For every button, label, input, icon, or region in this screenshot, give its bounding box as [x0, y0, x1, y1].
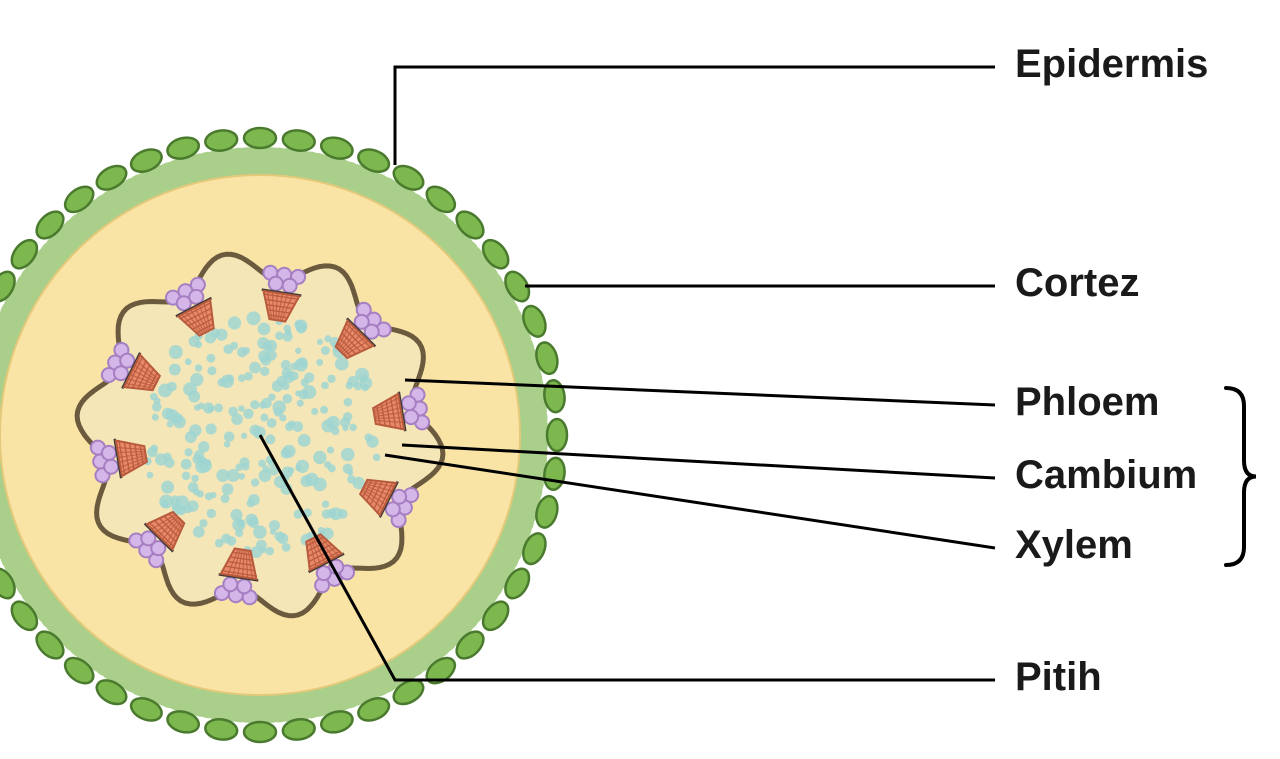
label-phloem: Phloem	[1015, 380, 1159, 425]
label-cortex: Cortez	[1015, 261, 1139, 306]
label-epidermis: Epidermis	[1015, 42, 1208, 87]
label-pith: Pitih	[1015, 655, 1102, 700]
label-xylem: Xylem	[1015, 523, 1133, 568]
label-cambium: Cambium	[1015, 453, 1197, 498]
